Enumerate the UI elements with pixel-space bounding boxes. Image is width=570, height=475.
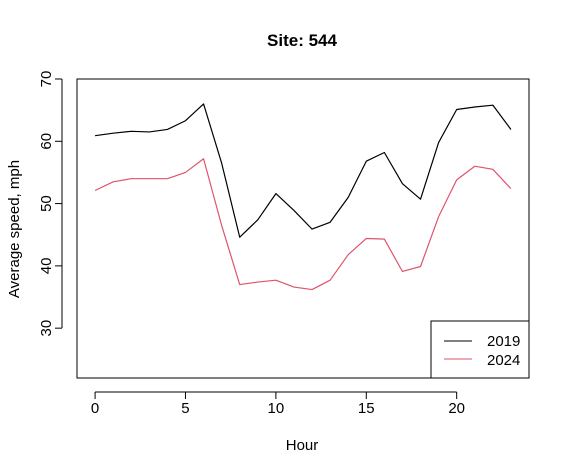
chart-title: Site: 544 <box>267 31 337 50</box>
series-layer <box>94 103 512 291</box>
legend: 2019 2024 <box>430 320 530 379</box>
series-line-2024 <box>94 158 512 291</box>
x-axis-label: Hour <box>286 437 319 454</box>
series-line-2019 <box>94 103 512 238</box>
x-tick-label: 5 <box>181 400 189 417</box>
y-axis-label: Average speed, mph <box>6 160 23 298</box>
x-tick-label: 10 <box>268 400 285 417</box>
y-tick-label: 30 <box>38 320 55 337</box>
legend-label-2024: 2024 <box>487 352 520 369</box>
y-tick-label: 70 <box>38 71 55 88</box>
y-tick-label: 60 <box>38 133 55 150</box>
y-axis: 30 40 50 60 70 <box>38 71 63 337</box>
y-tick-label: 40 <box>38 258 55 275</box>
y-tick-label: 50 <box>38 195 55 212</box>
legend-box <box>430 320 530 379</box>
x-tick-label: 20 <box>448 400 465 417</box>
x-tick-label: 15 <box>358 400 375 417</box>
x-tick-label: 0 <box>91 400 99 417</box>
plot-frame <box>76 78 530 379</box>
legend-label-2019: 2019 <box>487 333 520 350</box>
x-axis: 0 5 10 15 20 <box>91 391 465 417</box>
